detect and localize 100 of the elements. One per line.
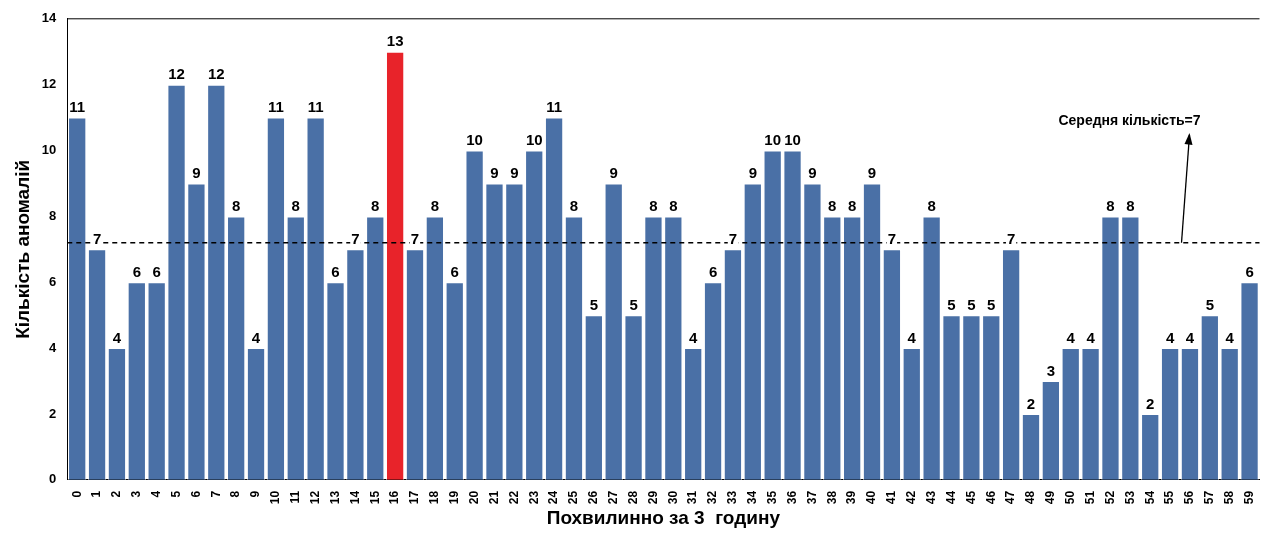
data-label: 7 xyxy=(887,229,897,247)
data-label: 6 xyxy=(152,262,161,280)
x-tick-label: 2 xyxy=(109,490,124,498)
x-tick-label: 10 xyxy=(268,490,283,505)
x-tick-label: 13 xyxy=(327,490,342,505)
data-label: 4 xyxy=(1165,328,1175,346)
y-tick-label: 6 xyxy=(49,273,57,289)
data-label: 9 xyxy=(490,164,499,182)
x-tick-label: 27 xyxy=(606,490,621,505)
x-tick-label: 54 xyxy=(1142,490,1157,505)
x-tick-label: 34 xyxy=(745,490,760,505)
x-tick-label: 24 xyxy=(546,490,561,505)
x-tick-label: 7 xyxy=(208,490,223,498)
data-label: 9 xyxy=(808,164,817,182)
x-tick-label: 6 xyxy=(188,490,203,498)
x-tick-label: 12 xyxy=(307,490,322,505)
data-label: 10 xyxy=(784,131,801,149)
x-tick-label: 38 xyxy=(824,490,839,505)
data-label: 8 xyxy=(1126,197,1135,215)
x-tick-label: 49 xyxy=(1043,490,1058,505)
data-label: 8 xyxy=(371,197,380,215)
data-label: 8 xyxy=(291,197,300,215)
data-label: 8 xyxy=(430,197,440,215)
x-tick-label: 46 xyxy=(983,490,998,505)
x-tick-label: 48 xyxy=(1023,490,1038,505)
data-label: 9 xyxy=(510,164,519,182)
x-tick-label: 42 xyxy=(904,490,919,505)
x-tick-label: 29 xyxy=(645,490,660,505)
y-tick-label: 14 xyxy=(41,10,58,26)
y-tick-label: 10 xyxy=(41,142,57,158)
data-label: 5 xyxy=(1205,295,1214,313)
x-tick-label: 11 xyxy=(288,490,303,504)
x-tick-label: 32 xyxy=(705,490,720,505)
y-tick-label: 8 xyxy=(49,207,57,223)
x-axis-title: Похвилинно за 3 годину xyxy=(546,506,781,528)
x-tick-label: 28 xyxy=(625,490,640,505)
data-label: 2 xyxy=(1146,394,1155,412)
data-label: 4 xyxy=(907,328,917,346)
x-tick-label: 39 xyxy=(844,490,859,505)
x-tick-label: 21 xyxy=(486,490,501,505)
y-tick-label: 2 xyxy=(49,405,57,421)
data-label: 2 xyxy=(1026,394,1036,412)
data-label: 7 xyxy=(728,229,738,247)
data-label: 10 xyxy=(764,131,782,149)
x-tick-label: 36 xyxy=(784,490,799,505)
x-tick-label: 57 xyxy=(1202,490,1217,505)
data-label: 4 xyxy=(1086,328,1096,346)
data-label: 8 xyxy=(669,197,678,215)
data-label: 9 xyxy=(867,164,877,182)
x-tick-label: 40 xyxy=(864,490,879,505)
data-label: 8 xyxy=(927,197,936,215)
data-label: 4 xyxy=(251,328,261,346)
data-label: 7 xyxy=(1006,229,1016,247)
y-tick-label: 0 xyxy=(49,471,57,487)
x-tick-label: 20 xyxy=(466,490,481,505)
x-tick-label: 44 xyxy=(943,490,958,505)
data-label: 4 xyxy=(112,328,122,346)
data-label: 7 xyxy=(92,229,102,247)
data-label: 11 xyxy=(267,98,284,116)
x-tick-label: 41 xyxy=(884,490,899,505)
data-label: 7 xyxy=(410,229,420,247)
data-label: 8 xyxy=(231,197,241,215)
data-label: 12 xyxy=(168,65,185,83)
data-label: 12 xyxy=(207,65,225,83)
data-label: 9 xyxy=(748,164,757,182)
data-label: 5 xyxy=(947,295,956,313)
x-tick-label: 8 xyxy=(228,490,243,498)
x-tick-label: 26 xyxy=(586,490,601,505)
x-tick-label: 47 xyxy=(1003,490,1018,505)
data-label: 9 xyxy=(192,164,201,182)
data-label: 9 xyxy=(609,164,618,182)
x-tick-label: 33 xyxy=(725,490,740,505)
data-label: 5 xyxy=(987,295,996,313)
x-tick-label: 35 xyxy=(764,490,779,505)
x-tick-label: 15 xyxy=(367,490,382,505)
data-label: 10 xyxy=(525,131,543,149)
x-tick-label: 58 xyxy=(1222,490,1237,505)
data-label: 4 xyxy=(1225,328,1235,346)
x-tick-label: 37 xyxy=(804,490,819,505)
data-label: 11 xyxy=(307,98,324,116)
x-tick-label: 52 xyxy=(1102,490,1117,505)
x-tick-label: 50 xyxy=(1063,490,1078,505)
data-label: 4 xyxy=(1066,328,1076,346)
x-tick-label: 55 xyxy=(1162,490,1177,505)
data-label: 6 xyxy=(450,262,459,280)
data-label: 3 xyxy=(1046,361,1056,379)
x-tick-label: 3 xyxy=(129,490,144,498)
data-label: 4 xyxy=(1185,328,1195,346)
x-tick-label: 23 xyxy=(526,490,541,505)
data-label: 8 xyxy=(828,197,837,215)
x-tick-label: 16 xyxy=(387,490,402,505)
data-label: 8 xyxy=(847,197,857,215)
x-tick-label: 0 xyxy=(69,490,84,498)
y-tick-label: 12 xyxy=(41,76,57,92)
data-label: 8 xyxy=(569,197,579,215)
data-label: 6 xyxy=(1245,262,1254,280)
data-label: 11 xyxy=(69,98,86,116)
x-tick-label: 31 xyxy=(685,490,700,505)
data-label: 10 xyxy=(466,131,483,149)
x-tick-label: 56 xyxy=(1182,490,1197,505)
